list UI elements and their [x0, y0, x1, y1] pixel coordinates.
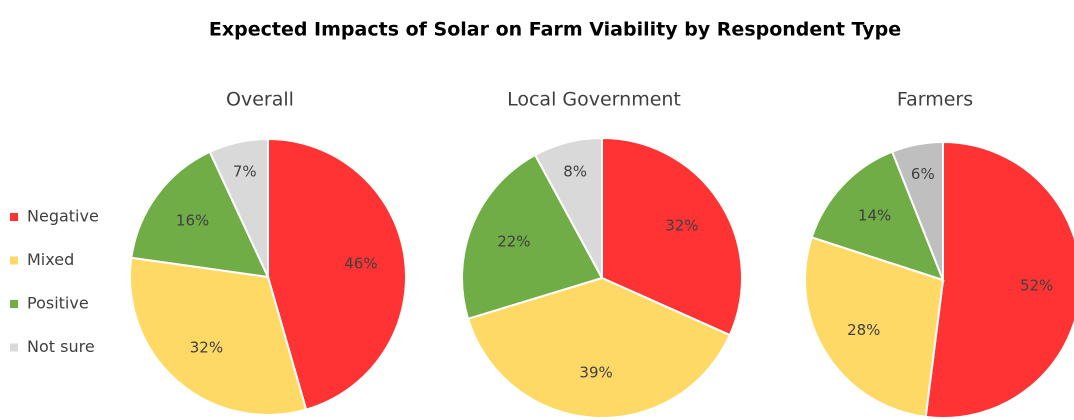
pie-slice	[130, 150, 270, 279]
legend-label: Positive	[27, 294, 89, 313]
legend-swatch	[10, 300, 18, 308]
data-label: 32%	[190, 338, 223, 356]
legend-label: Not sure	[27, 337, 95, 356]
pie-slice	[804, 236, 945, 419]
pie-slice	[208, 137, 269, 278]
data-label: 28%	[847, 321, 880, 339]
pie-slice	[461, 153, 604, 321]
chart-title: Expected Impacts of Solar on Farm Viabil…	[209, 19, 901, 41]
data-label: 16%	[176, 212, 209, 230]
legend-swatch	[10, 256, 18, 265]
legend-swatch	[10, 213, 18, 221]
data-label: 32%	[665, 217, 698, 235]
pie-slice	[924, 140, 1074, 419]
pie-title: Local Government	[507, 89, 681, 111]
legend-swatch	[10, 343, 18, 352]
pie-slice	[267, 137, 407, 411]
pie-slice	[601, 136, 743, 337]
data-label: 14%	[858, 206, 891, 224]
data-label: 52%	[1020, 276, 1053, 294]
pie-title: Farmers	[897, 89, 973, 111]
data-label: 8%	[563, 163, 587, 181]
legend-label: Negative	[27, 207, 99, 226]
pie-slice	[533, 136, 603, 279]
legend-label: Mixed	[27, 250, 74, 269]
pie-title: Overall	[226, 89, 294, 111]
data-label: 6%	[911, 165, 935, 183]
pie-slice	[810, 150, 945, 282]
pie-slice	[466, 276, 732, 419]
data-label: 7%	[233, 162, 257, 180]
data-label: 46%	[344, 254, 377, 272]
data-label: 39%	[579, 364, 612, 382]
data-label: 22%	[497, 232, 530, 250]
pie-slice	[129, 256, 308, 416]
pie-slice	[890, 140, 944, 281]
